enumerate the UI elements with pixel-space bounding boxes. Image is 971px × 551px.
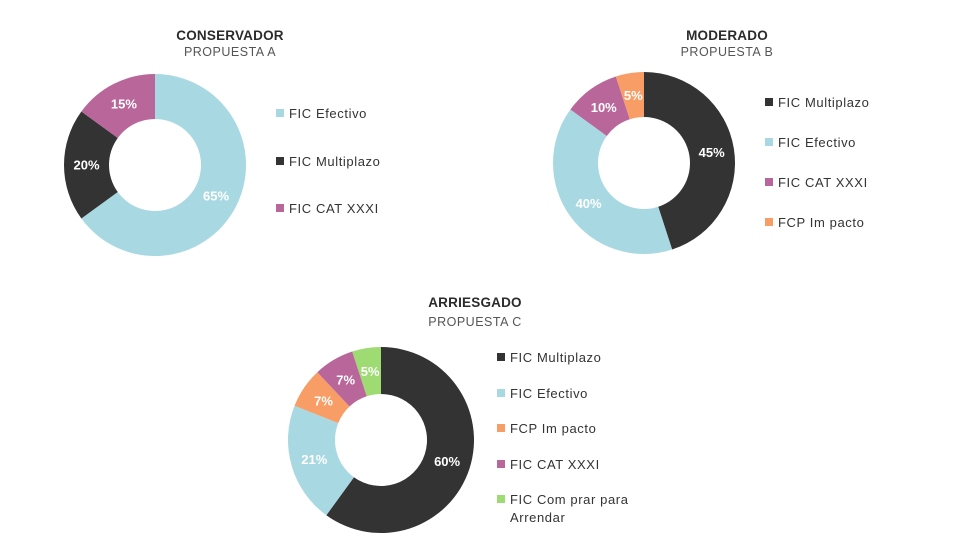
legend-label: FIC Efectivo <box>778 135 856 150</box>
legend-label: FIC Multiplazo <box>778 95 870 110</box>
pie-slice <box>288 405 354 516</box>
slice-value-label: 7% <box>336 373 355 388</box>
legend-swatch <box>497 495 505 503</box>
legend-item: FCP Im pacto <box>497 420 596 438</box>
legend-swatch <box>276 109 284 117</box>
legend-item: FIC Com prar para Arrendar <box>497 491 629 527</box>
pie-slice <box>615 72 644 120</box>
pie-slice <box>64 111 118 219</box>
slice-value-label: 5% <box>624 88 643 103</box>
legend-label: FIC Multiplazo <box>289 154 381 169</box>
legend-item: FIC CAT XXXI <box>765 174 868 192</box>
slice-value-label: 65% <box>203 189 229 204</box>
legend-item: FIC Efectivo <box>497 385 588 403</box>
pie-slice <box>294 372 350 424</box>
pie-slice <box>644 72 736 250</box>
legend-label: FIC Multiplazo <box>510 350 602 365</box>
slice-value-label: 15% <box>111 96 137 111</box>
legend-item: FIC Efectivo <box>276 105 367 123</box>
legend-label: FIC CAT XXXI <box>778 175 868 190</box>
slice-value-label: 7% <box>314 393 333 408</box>
pie-slice <box>326 347 474 533</box>
legend-swatch <box>497 424 505 432</box>
slice-value-label: 5% <box>361 364 380 379</box>
legend-item: FIC CAT XXXI <box>497 456 600 474</box>
pie-slice <box>553 109 673 255</box>
chart-subtitle: PROPUESTA C <box>428 315 522 329</box>
legend-label: FCP Im pacto <box>778 215 865 230</box>
legend-item: FIC CAT XXXI <box>276 200 379 218</box>
legend-label: FIC Efectivo <box>510 386 588 401</box>
legend-swatch <box>765 218 773 226</box>
slice-value-label: 60% <box>434 454 460 469</box>
legend-item: FIC Multiplazo <box>497 349 601 367</box>
legend-label: FIC CAT XXXI <box>510 457 600 472</box>
legend-label: FIC Com prar para Arrendar <box>510 492 629 525</box>
legend-item: FCP Im pacto <box>765 214 864 232</box>
chart-title: CONSERVADOR <box>176 28 284 43</box>
legend-swatch <box>497 353 505 361</box>
legend-item: FIC Multiplazo <box>276 153 380 171</box>
legend-swatch <box>276 204 284 212</box>
slice-value-label: 20% <box>73 158 99 173</box>
legend-item: FIC Efectivo <box>765 134 856 152</box>
pie-slice <box>570 76 630 136</box>
legend-swatch <box>765 98 773 106</box>
legend-swatch <box>497 389 505 397</box>
slice-value-label: 10% <box>591 100 617 115</box>
legend-swatch <box>765 138 773 146</box>
pie-slice <box>81 74 246 257</box>
chart-subtitle: PROPUESTA B <box>680 45 774 59</box>
slice-value-label: 40% <box>576 196 602 211</box>
legend-swatch <box>276 157 284 165</box>
pie-slice <box>81 74 155 138</box>
chart-title: ARRIESGADO <box>428 295 522 310</box>
legend-item: FIC Multiplazo <box>765 94 869 112</box>
legend-label: FIC CAT XXXI <box>289 201 379 216</box>
legend-label: FIC Efectivo <box>289 106 367 121</box>
pie-slice <box>352 347 381 397</box>
pie-slice <box>317 351 367 407</box>
legend-label: FCP Im pacto <box>510 421 597 436</box>
legend-swatch <box>497 460 505 468</box>
legend-swatch <box>765 178 773 186</box>
chart-subtitle: PROPUESTA A <box>183 45 277 59</box>
slice-value-label: 45% <box>699 145 725 160</box>
chart-title: MODERADO <box>686 28 768 43</box>
slice-value-label: 21% <box>301 452 327 467</box>
